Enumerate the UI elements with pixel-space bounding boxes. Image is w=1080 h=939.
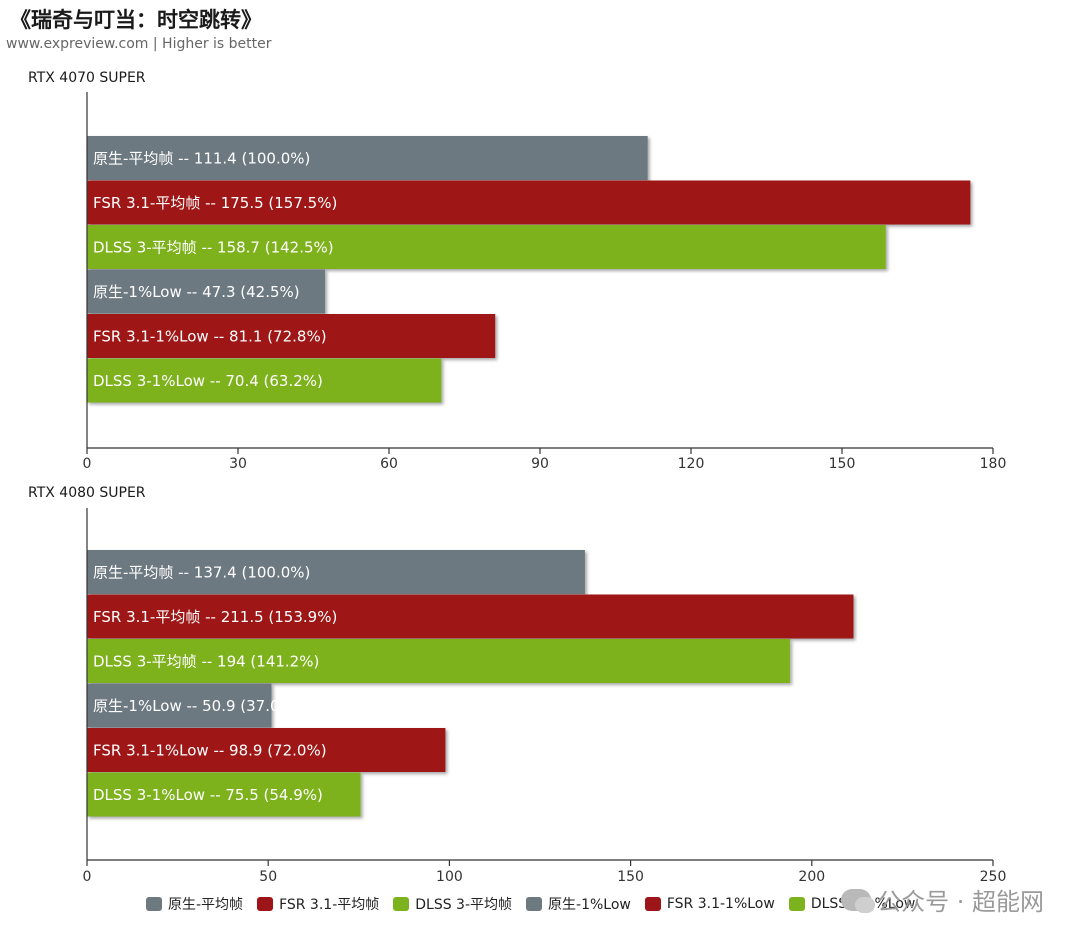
x-tick-label: 250: [980, 869, 1007, 885]
x-tick-label: 90: [531, 456, 549, 472]
bar: [87, 772, 361, 817]
bar-label: DLSS 3-1%Low -- 70.4 (63.2%): [93, 372, 323, 390]
bar-label: 原生-平均帧 -- 137.4 (100.0%): [93, 564, 310, 582]
bar-label: FSR 3.1-平均帧 -- 211.5 (153.9%): [93, 608, 337, 626]
bar: [87, 269, 326, 314]
x-tick-label: 0: [83, 456, 92, 472]
bar: [87, 550, 585, 594]
legend-item: FSR 3.1-1%Low: [644, 896, 775, 912]
bar: [87, 594, 854, 639]
legend-swatch: [146, 897, 162, 911]
legend-item: FSR 3.1-平均帧: [257, 894, 379, 914]
wechat-icon: [841, 888, 876, 913]
panel-title: RTX 4080 SUPER: [28, 485, 146, 501]
legend-item: 原生-平均帧: [146, 894, 243, 914]
watermark: 公众号 · 超能网: [841, 882, 1044, 917]
bar-label: DLSS 3-平均帧 -- 194 (141.2%): [93, 653, 319, 671]
legend-label: 原生-平均帧: [168, 897, 244, 913]
x-tick-label: 150: [829, 456, 856, 472]
chart-title: 《瑞奇与叮当：时空跳转》: [10, 8, 262, 32]
legend-swatch: [257, 897, 274, 911]
x-tick-label: 30: [229, 456, 247, 472]
bar-label: FSR 3.1-1%Low -- 81.1 (72.8%): [93, 328, 327, 346]
bar: [87, 358, 442, 403]
legend-label: DLSS 3-平均帧: [415, 897, 513, 913]
legend-swatch: [788, 897, 805, 911]
x-tick-label: 180: [980, 456, 1007, 472]
bar-label: DLSS 3-1%Low -- 75.5 (54.9%): [93, 786, 323, 804]
x-tick-label: 50: [259, 869, 277, 885]
legend: 原生-平均帧 FSR 3.1-平均帧 DLSS 3-平均帧 原生-1%Low F…: [146, 894, 915, 914]
bar-label: 原生-1%Low -- 50.9 (37.0%): [93, 697, 300, 715]
bar: [87, 180, 971, 225]
bar: [87, 314, 496, 358]
bar: [87, 639, 791, 683]
legend-swatch: [393, 897, 410, 911]
chart-subtitle: www.expreview.com | Higher is better: [6, 36, 272, 52]
x-tick-label: 120: [678, 456, 705, 472]
bar: [87, 728, 446, 772]
bar-label: FSR 3.1-平均帧 -- 175.5 (157.5%): [93, 194, 337, 212]
chart-panel: RTX 4080 SUPER 原生-平均帧 -- 137.4 (100.0%) FS…: [28, 485, 1006, 885]
chart-panel: RTX 4070 SUPER 原生-平均帧 -- 111.4 (100.0%) FS…: [28, 70, 1006, 472]
legend-swatch: [644, 897, 661, 911]
legend-item: 原生-1%Low: [526, 894, 631, 914]
x-tick-label: 150: [617, 869, 644, 885]
x-tick-label: 100: [436, 869, 463, 885]
bar-label: DLSS 3-平均帧 -- 158.7 (142.5%): [93, 239, 334, 257]
legend-label: 原生-1%Low: [548, 897, 631, 913]
bar: [87, 683, 272, 728]
x-tick-label: 200: [798, 869, 825, 885]
bar: [87, 136, 648, 180]
bar-label: FSR 3.1-1%Low -- 98.9 (72.0%): [93, 742, 327, 760]
bar-label: 原生-1%Low -- 47.3 (42.5%): [93, 283, 300, 301]
panel-title: RTX 4070 SUPER: [28, 70, 146, 86]
bar: [87, 225, 886, 269]
legend-item: DLSS 3-平均帧: [393, 894, 512, 914]
x-tick-label: 60: [380, 456, 398, 472]
legend-label: FSR 3.1-平均帧: [279, 897, 380, 913]
watermark-text: 公众号 · 超能网: [877, 888, 1044, 916]
legend-label: FSR 3.1-1%Low: [666, 896, 775, 912]
x-tick-label: 0: [83, 869, 92, 885]
legend-swatch: [526, 897, 543, 911]
bar-label: 原生-平均帧 -- 111.4 (100.0%): [93, 150, 310, 168]
